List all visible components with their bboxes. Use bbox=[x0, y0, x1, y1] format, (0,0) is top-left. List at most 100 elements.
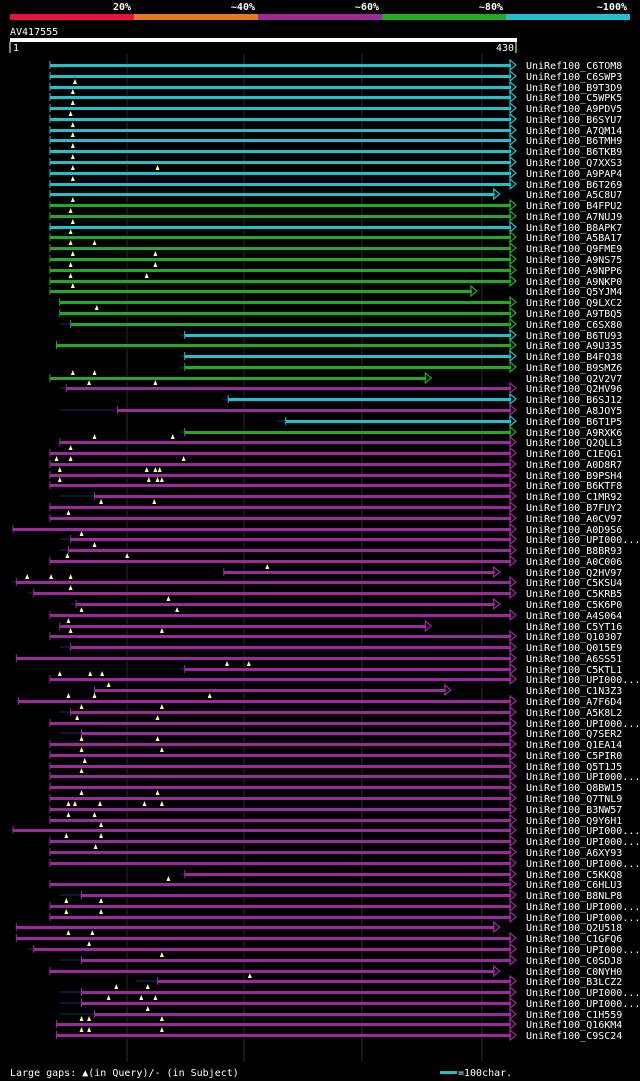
hit-arrow-head bbox=[509, 877, 517, 891]
hit-bar bbox=[50, 172, 511, 175]
hit-arrow-head bbox=[509, 274, 517, 288]
hit-label: UniRef100_B6SYU7 bbox=[526, 115, 622, 126]
hit-arrow-head bbox=[509, 155, 517, 169]
hit-arrow-head bbox=[509, 672, 517, 686]
hit-arrow-head bbox=[509, 295, 517, 309]
query-gap-marker bbox=[153, 995, 158, 1000]
hit-bar bbox=[16, 657, 511, 660]
hit-bar bbox=[50, 635, 511, 638]
hit-row: UniRef100_Q7SER2 bbox=[59, 726, 622, 740]
hit-bar bbox=[50, 258, 511, 261]
hit-bar bbox=[50, 905, 511, 908]
hit-label: UniRef100_Q5YJM4 bbox=[526, 287, 622, 298]
hit-bar bbox=[50, 377, 427, 380]
hit-label: UniRef100_UPI000... bbox=[526, 945, 640, 956]
hit-label: UniRef100_B6TKB9 bbox=[526, 147, 622, 158]
hit-arrow-head bbox=[509, 166, 517, 180]
hit-arrow-head bbox=[509, 263, 517, 277]
query-gap-marker bbox=[166, 876, 171, 881]
hit-arrow-head bbox=[509, 1007, 517, 1021]
hit-bar bbox=[70, 711, 511, 714]
query-gap-marker bbox=[70, 100, 75, 105]
hit-label: UniRef100_B7FUY2 bbox=[526, 503, 622, 514]
hit-label: UniRef100_Q2U518 bbox=[526, 923, 622, 934]
hit-bar bbox=[70, 323, 511, 326]
hit-arrow-head bbox=[509, 381, 517, 395]
query-gap-marker bbox=[68, 240, 73, 245]
hit-arrow-head bbox=[424, 371, 433, 385]
hit-arrow-head bbox=[509, 435, 517, 449]
hit-label: UniRef100_C1MR92 bbox=[526, 492, 622, 503]
query-gap-marker bbox=[139, 995, 144, 1000]
hit-label: UniRef100_Q2V2V7 bbox=[526, 374, 622, 385]
hit-row: UniRef100_UPI000... bbox=[49, 833, 640, 848]
hit-bar bbox=[50, 614, 511, 617]
hit-label: UniRef100_A9RXK6 bbox=[526, 428, 622, 439]
query-gap-marker bbox=[166, 596, 171, 601]
hit-row: UniRef100_Q5YJM4 bbox=[49, 283, 622, 298]
query-gap-marker bbox=[66, 618, 71, 623]
query-gap-marker bbox=[70, 176, 75, 181]
hit-bar bbox=[59, 301, 512, 304]
hit-arrow-head bbox=[493, 964, 501, 978]
hit-row: UniRef100_Q5T1J5 bbox=[49, 758, 622, 773]
hit-row: UniRef100_B8NLP8 bbox=[59, 888, 622, 902]
hit-label: UniRef100_Q16KM4 bbox=[526, 1020, 622, 1031]
query-gap-marker bbox=[70, 283, 75, 288]
hit-arrow-head bbox=[509, 414, 517, 428]
hit-bar bbox=[50, 775, 511, 778]
hit-row: UniRef100_Q10307 bbox=[49, 628, 622, 643]
query-gap-marker bbox=[153, 251, 158, 256]
hit-row: UniRef100_A6XY93 bbox=[49, 844, 622, 859]
hit-label: UniRef100_A9TBQ5 bbox=[526, 309, 622, 320]
hit-label: UniRef100_Q7TNL9 bbox=[526, 794, 622, 805]
hit-label: UniRef100_B9T3D9 bbox=[526, 83, 622, 94]
hit-label: UniRef100_C0NYH0 bbox=[526, 967, 622, 978]
hit-label: UniRef100_Q9Y6H1 bbox=[526, 816, 622, 827]
hit-bar bbox=[50, 96, 511, 99]
query-end: 430 bbox=[496, 43, 514, 54]
hit-label: UniRef100_B6T269 bbox=[526, 180, 622, 191]
query-gap-marker bbox=[68, 208, 73, 213]
hit-bar bbox=[33, 592, 511, 595]
hit-bar bbox=[50, 463, 511, 466]
query-gap-marker bbox=[106, 682, 111, 687]
scale-segment bbox=[10, 14, 134, 20]
hit-row: UniRef100_B6T269 bbox=[49, 176, 622, 191]
query-gap-marker bbox=[265, 564, 270, 569]
hit-bar bbox=[59, 625, 427, 628]
hit-label: UniRef100_Q8BW15 bbox=[526, 783, 622, 794]
query-gap-marker bbox=[68, 273, 73, 278]
hit-arrow-head bbox=[509, 511, 517, 525]
hit-bar bbox=[50, 765, 511, 768]
hit-arrow-head bbox=[509, 748, 517, 762]
hit-bar bbox=[81, 991, 512, 994]
hit-arrow-head bbox=[509, 468, 517, 482]
hit-label: UniRef100_B6TMH9 bbox=[526, 136, 622, 147]
hit-bar bbox=[56, 1023, 511, 1026]
hit-arrow-head bbox=[509, 823, 517, 837]
hit-bar bbox=[50, 280, 511, 283]
hit-arrow-head bbox=[509, 230, 517, 244]
hit-bar bbox=[66, 387, 512, 390]
hit-row: UniRef100_Q2QLL3 bbox=[59, 434, 622, 449]
hit-row: UniRef100_UPI000... bbox=[49, 715, 640, 730]
hit-arrow-head bbox=[509, 392, 517, 406]
hit-label: UniRef100_A7NUJ9 bbox=[526, 212, 622, 223]
query-gap-marker bbox=[99, 909, 104, 914]
query-gap-marker bbox=[247, 973, 252, 978]
hit-row: UniRef100_C6SWP3 bbox=[49, 69, 622, 83]
hit-row: UniRef100_C1N3Z3 bbox=[92, 682, 622, 697]
hit-list: UniRef100_C6TOM8UniRef100_C6SWP3UniRef10… bbox=[10, 58, 640, 1042]
hit-arrow-head bbox=[509, 586, 517, 600]
hit-bar bbox=[50, 204, 511, 207]
hit-arrow-head bbox=[509, 209, 517, 223]
hit-bar bbox=[50, 484, 511, 487]
query-gap-marker bbox=[170, 434, 175, 439]
query-gap-marker bbox=[92, 370, 97, 375]
hit-row: UniRef100_UPI000... bbox=[10, 822, 640, 837]
hit-row: UniRef100_A0D8R7 bbox=[49, 456, 622, 471]
hit-bar bbox=[59, 441, 512, 444]
hit-arrow-head bbox=[509, 543, 517, 557]
hit-arrow-head bbox=[509, 123, 517, 137]
